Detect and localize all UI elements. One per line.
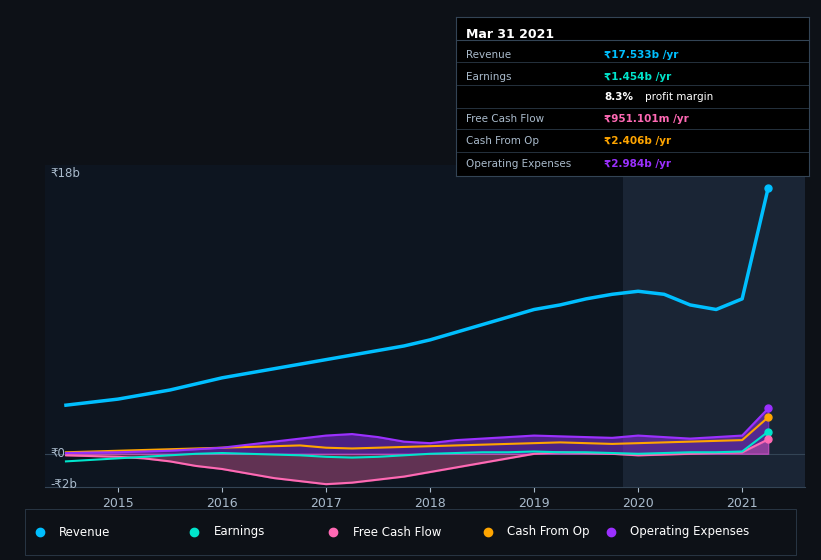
- Text: Revenue: Revenue: [59, 525, 111, 539]
- Text: Mar 31 2021: Mar 31 2021: [466, 28, 554, 41]
- Text: ₹951.101m /yr: ₹951.101m /yr: [604, 114, 689, 124]
- Text: Operating Expenses: Operating Expenses: [631, 525, 750, 539]
- Text: profit margin: profit margin: [644, 92, 713, 101]
- Text: ₹1.454b /yr: ₹1.454b /yr: [604, 72, 672, 82]
- Text: Cash From Op: Cash From Op: [466, 136, 539, 146]
- Text: ₹2.984b /yr: ₹2.984b /yr: [604, 158, 671, 169]
- Text: Earnings: Earnings: [213, 525, 265, 539]
- Text: Earnings: Earnings: [466, 72, 511, 82]
- Text: Operating Expenses: Operating Expenses: [466, 158, 571, 169]
- Text: ₹18b: ₹18b: [50, 167, 80, 180]
- Text: ₹0: ₹0: [50, 447, 65, 460]
- Text: -₹2b: -₹2b: [50, 478, 77, 491]
- Text: 8.3%: 8.3%: [604, 92, 633, 101]
- Text: Revenue: Revenue: [466, 50, 511, 60]
- Text: Cash From Op: Cash From Op: [507, 525, 589, 539]
- Text: Free Cash Flow: Free Cash Flow: [353, 525, 441, 539]
- Text: ₹17.533b /yr: ₹17.533b /yr: [604, 50, 678, 60]
- Text: ₹2.406b /yr: ₹2.406b /yr: [604, 136, 671, 146]
- Text: Free Cash Flow: Free Cash Flow: [466, 114, 544, 124]
- Bar: [622, 165, 805, 487]
